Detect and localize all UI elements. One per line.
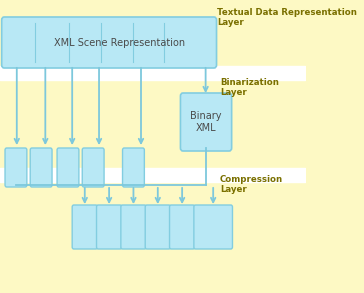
FancyBboxPatch shape [181,93,232,151]
FancyBboxPatch shape [123,148,145,187]
Text: Compression
Layer: Compression Layer [220,175,283,194]
FancyBboxPatch shape [82,148,104,187]
FancyBboxPatch shape [5,148,27,187]
Text: Binary
XML: Binary XML [190,111,222,133]
Text: XML Scene Representation: XML Scene Representation [54,38,185,47]
FancyBboxPatch shape [170,205,195,249]
FancyBboxPatch shape [30,148,52,187]
FancyBboxPatch shape [145,205,170,249]
FancyBboxPatch shape [194,205,233,249]
FancyBboxPatch shape [121,205,146,249]
FancyBboxPatch shape [57,148,79,187]
FancyBboxPatch shape [72,205,97,249]
FancyBboxPatch shape [96,205,122,249]
FancyBboxPatch shape [2,17,217,68]
Text: Textual Data Representation
Layer: Textual Data Representation Layer [217,8,357,28]
Text: Binarization
Layer: Binarization Layer [220,78,279,97]
